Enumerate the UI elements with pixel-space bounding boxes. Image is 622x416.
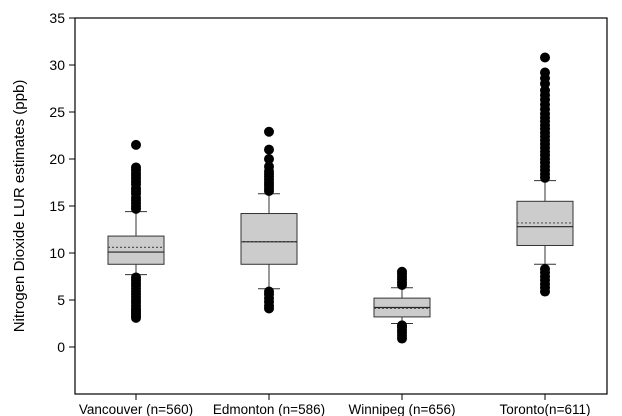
y-axis-label: Nitrogen Dioxide LUR estimates (ppb) <box>11 80 28 333</box>
box-iqr <box>107 235 165 265</box>
y-tick-label: 25 <box>49 104 65 120</box>
box-group <box>240 126 298 314</box>
outlier-point <box>540 67 550 78</box>
outlier-point <box>131 162 141 173</box>
outlier-point <box>264 144 274 155</box>
outlier-point <box>264 126 274 137</box>
y-tick-label: 20 <box>49 151 65 167</box>
outlier-point <box>264 154 274 164</box>
x-category-label: Winnipeg (n=656) <box>349 402 456 416</box>
y-tick-label: 30 <box>49 57 65 73</box>
y-tick-label: 0 <box>57 339 65 355</box>
outlier-point <box>397 320 407 331</box>
x-axis: Vancouver (n=560) Edmonton (n=586) Winnipe… <box>79 394 591 416</box>
box-group <box>107 139 165 323</box>
outlier-point <box>131 139 141 150</box>
y-axis: 0 5 10 15 20 25 30 35 <box>49 10 75 355</box>
x-category-label: Vancouver (n=560) <box>79 402 193 416</box>
outlier-point <box>540 52 550 63</box>
box-iqr <box>240 213 298 265</box>
y-tick-label: 10 <box>49 245 65 261</box>
x-category-label: Edmonton (n=586) <box>213 402 325 416</box>
y-tick-label: 15 <box>49 198 65 214</box>
x-category-label: Toronto(n=611) <box>500 402 591 416</box>
box-group <box>516 52 574 297</box>
outlier-point <box>264 286 274 297</box>
outlier-point <box>264 161 274 172</box>
outlier-point <box>131 272 141 283</box>
box-group <box>373 266 431 344</box>
y-tick-label: 5 <box>57 292 65 308</box>
y-tick-label: 35 <box>49 10 65 26</box>
outlier-point <box>397 266 407 277</box>
outlier-point <box>540 263 550 274</box>
box-series <box>107 52 574 344</box>
